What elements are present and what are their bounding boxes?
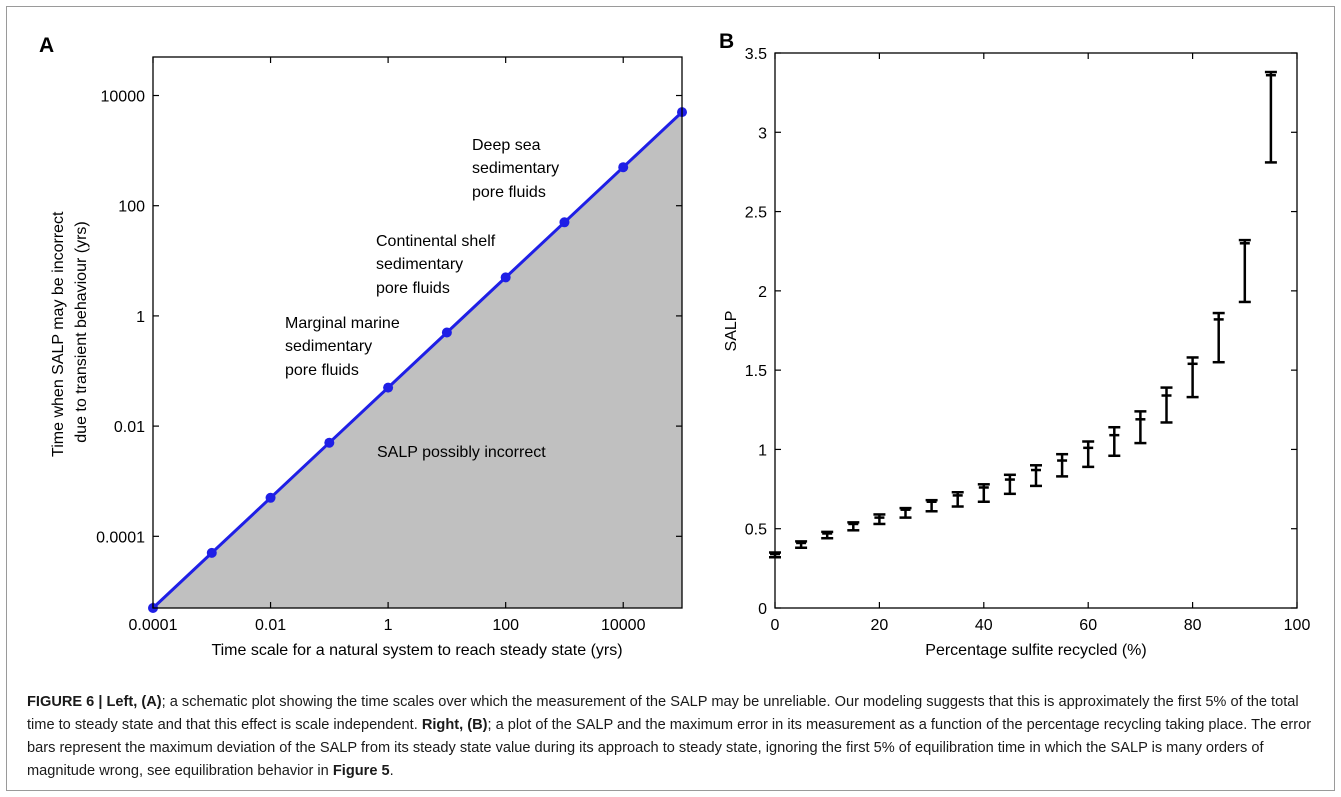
panel-a-y-tick-label: 0.0001 bbox=[96, 529, 145, 546]
panel-a-x-tick-label: 10000 bbox=[601, 617, 646, 634]
panel-a-annotation-deep-sea: Deep sea sedimentary pore fluids bbox=[472, 137, 564, 201]
panel-a-x-tick-label: 0.01 bbox=[255, 617, 286, 634]
caption-left-text: ; a schematic plot showing the time scal… bbox=[27, 694, 1299, 733]
panel-a-x-tick-label: 0.0001 bbox=[129, 617, 178, 634]
panel-b-y-tick-label: 2.5 bbox=[745, 205, 767, 222]
panel-b-y-tick-label: 1 bbox=[758, 442, 767, 459]
panel-b-error-bar bbox=[795, 540, 808, 549]
caption-end: . bbox=[389, 763, 394, 779]
panel-a-y-tick-label: 1 bbox=[136, 309, 145, 326]
panel-b-error-bar bbox=[1082, 440, 1095, 469]
panel-b-axes-box bbox=[774, 52, 1298, 609]
panel-b-error-bar bbox=[977, 483, 990, 504]
panel-a-annotation-marginal-marine: Marginal marine sedimentary pore fluids bbox=[285, 315, 404, 379]
panel-b-error-bar bbox=[1264, 70, 1277, 164]
panel-b-y-tick-label: 3.5 bbox=[745, 46, 767, 63]
panel-b-x-tick-label: 0 bbox=[771, 617, 780, 634]
panel-b-error-bar bbox=[1160, 386, 1173, 424]
panel-a-y-tick-label: 0.01 bbox=[114, 419, 145, 436]
panel-b-error-bar bbox=[821, 530, 834, 540]
panel-a: A 0.0001 0.01 1 100 10000 0.0001 0.01 1 100 10000… bbox=[39, 34, 687, 659]
panel-b-error-bar bbox=[1238, 238, 1251, 304]
panel-a-annotation-continental-shelf: Continental shelf sedimentary pore fluid… bbox=[376, 233, 500, 297]
panel-b-error-bar bbox=[1212, 311, 1225, 364]
panel-b-x-axis-label: Percentage sulfite recycled (%) bbox=[925, 642, 1146, 659]
panel-b-y-tick-label: 2 bbox=[758, 284, 767, 301]
panel-a-data-point bbox=[441, 327, 452, 338]
panel-a-x-axis-label: Time scale for a natural system to reach… bbox=[211, 642, 622, 659]
panel-a-series-line bbox=[151, 111, 684, 610]
panel-b-x-tick-label: 80 bbox=[1184, 617, 1202, 634]
panel-b-y-tick-label: 0 bbox=[758, 601, 767, 618]
panel-a-data-point bbox=[206, 547, 217, 558]
panel-b-y-tick-label: 1.5 bbox=[745, 363, 767, 380]
panel-b-error-bar bbox=[769, 551, 781, 559]
panel-b-x-tick-label: 20 bbox=[871, 617, 889, 634]
panel-b-y-tick-label: 0.5 bbox=[745, 522, 767, 539]
panel-a-data-point bbox=[559, 217, 570, 228]
panel-b-error-bar bbox=[1030, 464, 1042, 488]
panel-a-data-point bbox=[265, 492, 276, 503]
panel-a-y-tick-label: 10000 bbox=[101, 89, 146, 106]
panel-a-annotation-salp-incorrect: SALP possibly incorrect bbox=[377, 444, 546, 461]
panel-a-label: A bbox=[39, 34, 54, 57]
panel-b-error-bar bbox=[873, 513, 886, 526]
panel-b-error-bar bbox=[951, 490, 964, 508]
panel-b: B 0 20 40 60 80 100 0 0.5 1 1.5 2 2.5 3 3.5 Percentag… bbox=[719, 30, 1310, 659]
panel-b-error-bar bbox=[1003, 473, 1016, 496]
panel-b-label: B bbox=[719, 30, 734, 53]
panel-a-x-tick-label: 100 bbox=[492, 617, 519, 634]
panel-a-y-axis-label: Time when SALP may be incorrect due to t… bbox=[50, 207, 90, 457]
panel-a-data-point bbox=[618, 162, 629, 173]
panel-b-error-bar bbox=[925, 498, 938, 513]
panel-b-error-bar bbox=[1108, 425, 1121, 458]
panel-a-x-tick-label: 1 bbox=[384, 617, 393, 634]
panel-b-x-tick-label: 100 bbox=[1284, 617, 1311, 634]
caption-fig-label: FIGURE 6 | Left, (A) bbox=[27, 694, 162, 710]
panel-b-error-bar bbox=[1134, 410, 1147, 445]
panel-b-y-axis-label: SALP bbox=[723, 311, 740, 352]
panel-b-y-tick-label: 3 bbox=[758, 125, 767, 142]
caption-right-text: ; a plot of the SALP and the maximum err… bbox=[27, 717, 1312, 779]
panel-b-x-tick-label: 40 bbox=[975, 617, 993, 634]
figure-caption: FIGURE 6 | Left, (A); a schematic plot s… bbox=[27, 691, 1322, 783]
caption-right-label: Right, (B) bbox=[421, 717, 488, 733]
panel-a-data-point bbox=[324, 437, 335, 448]
panel-b-error-bar bbox=[1056, 452, 1069, 478]
panel-b-error-bar bbox=[1186, 356, 1199, 399]
panel-b-error-bar bbox=[847, 521, 860, 532]
figure-frame bbox=[6, 6, 1335, 791]
panel-b-error-bar bbox=[899, 506, 912, 519]
panel-a-y-tick-label: 100 bbox=[118, 199, 145, 216]
panel-a-data-point bbox=[500, 272, 511, 283]
caption-figure-ref[interactable]: Figure 5 bbox=[332, 763, 390, 779]
panel-a-axes-box bbox=[152, 56, 683, 609]
panel-b-x-tick-label: 60 bbox=[1079, 617, 1097, 634]
panel-a-data-point bbox=[383, 382, 394, 393]
